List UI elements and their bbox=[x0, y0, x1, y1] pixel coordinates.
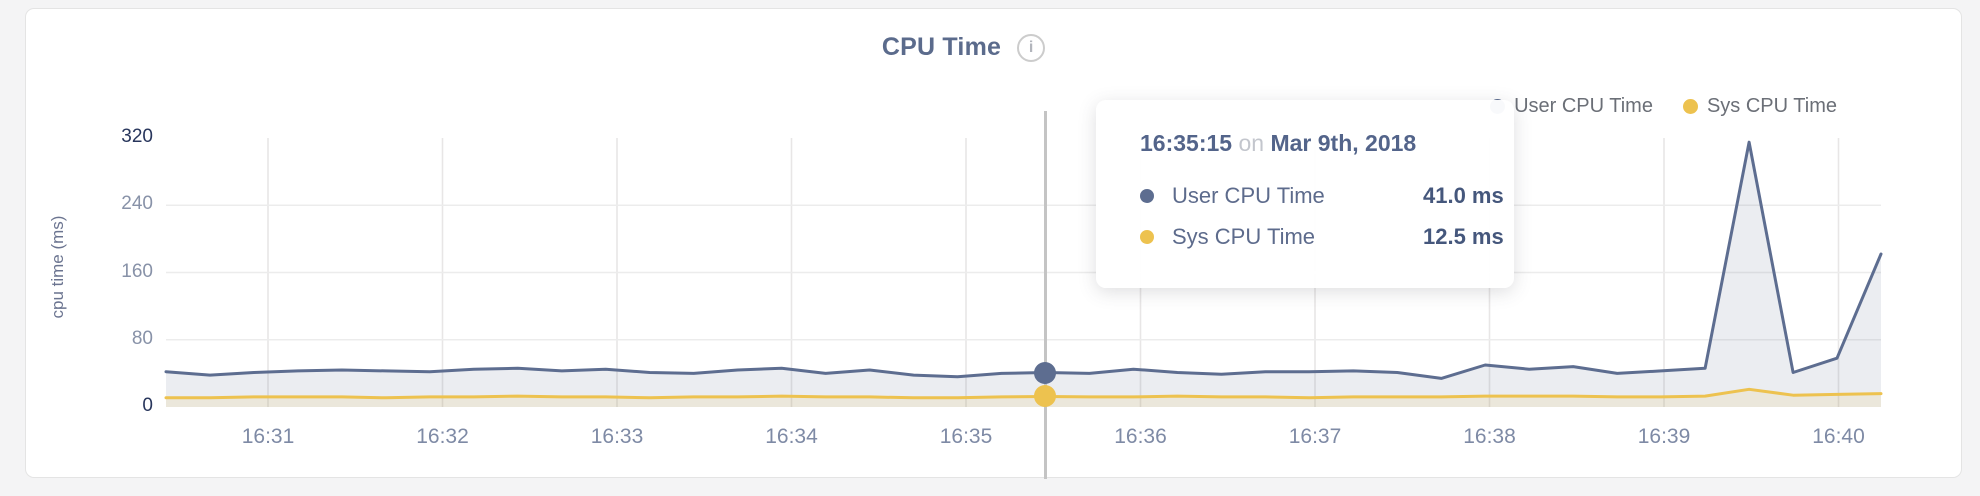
x-tick-label: 16:38 bbox=[1463, 425, 1516, 448]
tooltip-series-label: Sys CPU Time bbox=[1172, 223, 1316, 249]
tooltip-row-sys: Sys CPU Time 12.5 ms bbox=[1140, 216, 1514, 257]
tooltip-row-user: User CPU Time 41.0 ms bbox=[1140, 175, 1514, 216]
tooltip-preposition: on bbox=[1238, 130, 1265, 156]
hover-point-marker bbox=[1034, 385, 1057, 408]
tooltip-series-label: User CPU Time bbox=[1172, 182, 1325, 208]
legend-item-sys-cpu-time[interactable]: Sys CPU Time bbox=[1682, 95, 1837, 118]
cpu-time-chart-card: CPU Time i User CPU Time Sys CPU Time cp… bbox=[25, 8, 1962, 479]
hover-point-marker bbox=[1034, 361, 1057, 384]
x-tick-label: 16:40 bbox=[1812, 425, 1865, 448]
x-tick-label: 16:39 bbox=[1637, 425, 1691, 448]
y-tick-label: 80 bbox=[131, 327, 153, 349]
tooltip-series-value: 12.5 ms bbox=[1423, 223, 1504, 249]
y-tick-label: 320 bbox=[121, 126, 153, 147]
x-tick-label: 16:33 bbox=[590, 425, 644, 448]
x-tick-label: 16:36 bbox=[1114, 425, 1167, 448]
y-tick-label: 0 bbox=[142, 395, 153, 416]
hover-tooltip: 16:35:15 on Mar 9th, 2018 User CPU Time … bbox=[1096, 100, 1514, 288]
chart-legend: User CPU Time Sys CPU Time bbox=[1490, 95, 1837, 118]
tooltip-series-value: 41.0 ms bbox=[1423, 182, 1504, 208]
x-tick-label: 16:31 bbox=[241, 425, 295, 448]
legend-item-user-cpu-time[interactable]: User CPU Time bbox=[1490, 95, 1653, 118]
y-tick-label: 160 bbox=[121, 260, 153, 282]
legend-label: User CPU Time bbox=[1514, 95, 1653, 117]
hover-crosshair-line bbox=[1043, 111, 1047, 479]
chart-header: CPU Time i bbox=[0, 33, 1931, 62]
sys-series-dot-icon bbox=[1140, 229, 1154, 244]
chart-title: CPU Time bbox=[881, 33, 1002, 61]
info-icon[interactable]: i bbox=[1017, 33, 1046, 62]
tooltip-timestamp: 16:35:15 on Mar 9th, 2018 bbox=[1140, 130, 1514, 157]
x-tick-label: 16:35 bbox=[939, 425, 993, 448]
tooltip-date: Mar 9th, 2018 bbox=[1270, 130, 1417, 156]
y-tick-label: 240 bbox=[121, 193, 153, 215]
sys-series-dot-icon bbox=[1682, 99, 1698, 114]
x-tick-label: 16:37 bbox=[1288, 425, 1342, 448]
x-tick-label: 16:32 bbox=[416, 425, 469, 448]
tooltip-time: 16:35:15 bbox=[1140, 130, 1233, 156]
user-series-dot-icon bbox=[1140, 188, 1154, 203]
x-tick-label: 16:34 bbox=[765, 425, 818, 448]
plot-svg[interactable] bbox=[164, 101, 1883, 435]
legend-label: Sys CPU Time bbox=[1706, 95, 1837, 117]
